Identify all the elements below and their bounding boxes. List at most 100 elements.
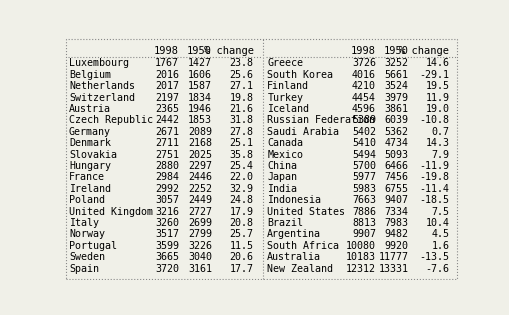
Text: Norway: Norway	[69, 229, 105, 239]
Text: 5700: 5700	[351, 161, 375, 171]
Text: Mexico: Mexico	[267, 150, 303, 159]
Text: 2727: 2727	[188, 207, 212, 216]
Text: Portugal: Portugal	[69, 241, 117, 251]
Text: % change: % change	[203, 46, 253, 56]
Text: 35.8: 35.8	[229, 150, 253, 159]
Text: -7.6: -7.6	[425, 264, 448, 273]
Text: -11.4: -11.4	[418, 184, 448, 194]
Text: 2197: 2197	[155, 93, 179, 102]
Text: Denmark: Denmark	[69, 138, 110, 148]
Text: -10.8: -10.8	[418, 115, 448, 125]
Text: -29.1: -29.1	[418, 70, 448, 80]
Text: 2016: 2016	[155, 70, 179, 80]
Text: 7886: 7886	[351, 207, 375, 216]
Text: 32.9: 32.9	[229, 184, 253, 194]
Text: Japan: Japan	[267, 172, 297, 182]
Text: 1.6: 1.6	[431, 241, 448, 251]
Text: 3161: 3161	[188, 264, 212, 273]
Text: 3599: 3599	[155, 241, 179, 251]
Text: 6755: 6755	[384, 184, 408, 194]
Text: 10080: 10080	[345, 241, 375, 251]
Text: 11777: 11777	[378, 252, 408, 262]
Text: 27.8: 27.8	[229, 127, 253, 137]
Text: Italy: Italy	[69, 218, 99, 228]
Text: % change: % change	[399, 46, 448, 56]
Text: 4.5: 4.5	[431, 229, 448, 239]
Text: 2449: 2449	[188, 195, 212, 205]
Text: 1950: 1950	[187, 46, 212, 56]
Text: 22.0: 22.0	[229, 172, 253, 182]
Text: 2799: 2799	[188, 229, 212, 239]
Text: Czech Republic: Czech Republic	[69, 115, 153, 125]
Text: 3216: 3216	[155, 207, 179, 216]
Text: 2880: 2880	[155, 161, 179, 171]
Text: New Zealand: New Zealand	[267, 264, 333, 273]
Text: Turkey: Turkey	[267, 93, 303, 102]
Text: 3057: 3057	[155, 195, 179, 205]
Text: Argentina: Argentina	[267, 229, 321, 239]
Text: 12312: 12312	[345, 264, 375, 273]
Text: 8813: 8813	[351, 218, 375, 228]
Text: 4016: 4016	[351, 70, 375, 80]
Text: 4734: 4734	[384, 138, 408, 148]
Text: China: China	[267, 161, 297, 171]
Text: Brazil: Brazil	[267, 218, 303, 228]
Text: 2297: 2297	[188, 161, 212, 171]
Text: 3260: 3260	[155, 218, 179, 228]
Text: France: France	[69, 172, 105, 182]
Text: 2365: 2365	[155, 104, 179, 114]
Text: 2446: 2446	[188, 172, 212, 182]
Text: 14.3: 14.3	[425, 138, 448, 148]
Text: 2699: 2699	[188, 218, 212, 228]
Text: 11.5: 11.5	[229, 241, 253, 251]
Text: 3726: 3726	[351, 58, 375, 68]
Text: -11.9: -11.9	[418, 161, 448, 171]
Text: 20.6: 20.6	[229, 252, 253, 262]
Text: South Korea: South Korea	[267, 70, 333, 80]
Text: 7663: 7663	[351, 195, 375, 205]
Text: 7334: 7334	[384, 207, 408, 216]
Text: Poland: Poland	[69, 195, 105, 205]
Text: 1587: 1587	[188, 81, 212, 91]
Text: Hungary: Hungary	[69, 161, 110, 171]
Text: 3524: 3524	[384, 81, 408, 91]
Text: 24.8: 24.8	[229, 195, 253, 205]
Text: 1834: 1834	[188, 93, 212, 102]
Text: 5977: 5977	[351, 172, 375, 182]
Text: 19.5: 19.5	[425, 81, 448, 91]
Text: Belgium: Belgium	[69, 70, 110, 80]
Text: Switzerland: Switzerland	[69, 93, 134, 102]
Text: 23.8: 23.8	[229, 58, 253, 68]
Text: 11.9: 11.9	[425, 93, 448, 102]
Text: 1767: 1767	[155, 58, 179, 68]
Text: 2442: 2442	[155, 115, 179, 125]
Text: Russian Federation: Russian Federation	[267, 115, 375, 125]
Text: 17.9: 17.9	[229, 207, 253, 216]
Text: 2168: 2168	[188, 138, 212, 148]
Text: 2711: 2711	[155, 138, 179, 148]
Text: 13331: 13331	[378, 264, 408, 273]
Text: Ireland: Ireland	[69, 184, 110, 194]
Text: 7456: 7456	[384, 172, 408, 182]
Text: Slovakia: Slovakia	[69, 150, 117, 159]
Text: India: India	[267, 184, 297, 194]
Text: 25.1: 25.1	[229, 138, 253, 148]
Text: Indonesia: Indonesia	[267, 195, 321, 205]
Text: 5983: 5983	[351, 184, 375, 194]
Text: 1950: 1950	[383, 46, 408, 56]
Text: Canada: Canada	[267, 138, 303, 148]
Text: 19.0: 19.0	[425, 104, 448, 114]
Text: 14.6: 14.6	[425, 58, 448, 68]
Text: 4596: 4596	[351, 104, 375, 114]
Text: 3226: 3226	[188, 241, 212, 251]
Text: 31.8: 31.8	[229, 115, 253, 125]
Text: Austria: Austria	[69, 104, 110, 114]
Text: 21.6: 21.6	[229, 104, 253, 114]
Text: 9407: 9407	[384, 195, 408, 205]
Text: 19.8: 19.8	[229, 93, 253, 102]
Text: 0.7: 0.7	[431, 127, 448, 137]
Text: 25.7: 25.7	[229, 229, 253, 239]
Text: 2671: 2671	[155, 127, 179, 137]
Text: Luxembourg: Luxembourg	[69, 58, 129, 68]
Text: 2017: 2017	[155, 81, 179, 91]
